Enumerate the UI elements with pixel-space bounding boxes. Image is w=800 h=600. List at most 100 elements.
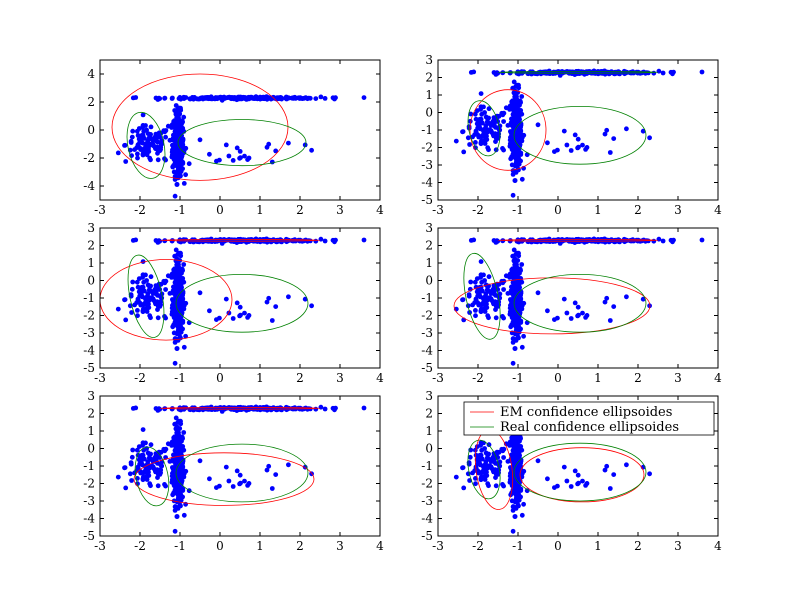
x-tick-label: 0	[554, 371, 562, 385]
data-point	[318, 404, 324, 410]
data-point	[174, 126, 180, 132]
data-point	[330, 405, 336, 411]
data-point	[465, 135, 471, 141]
data-point	[273, 472, 279, 477]
data-point	[155, 315, 161, 321]
data-point	[607, 150, 613, 155]
data-point	[234, 300, 240, 306]
data-point	[266, 141, 272, 147]
real-ellipse	[175, 443, 309, 503]
x-tick-label: 3	[336, 539, 344, 553]
data-point	[162, 448, 168, 454]
data-point	[486, 442, 492, 448]
data-point	[515, 258, 521, 263]
data-point	[273, 304, 279, 309]
data-point	[122, 143, 127, 148]
data-point	[181, 344, 187, 350]
data-point	[181, 262, 187, 267]
x-tick-label: -1	[174, 371, 186, 385]
data-point	[176, 105, 182, 111]
data-point	[322, 406, 328, 412]
data-point	[176, 250, 182, 256]
data-point	[478, 104, 484, 110]
data-point	[518, 447, 524, 452]
data-point	[292, 95, 298, 101]
subplot-6: -3 -2 -1 0 1 2 3 4 3 2 1 0 -1 -2 -3 -4 -5 EM confidence e…	[421, 389, 722, 553]
data-point	[270, 237, 275, 243]
data-point	[493, 483, 499, 489]
x-tick-label: 3	[336, 371, 344, 385]
data-point	[167, 137, 173, 143]
data-point	[699, 237, 705, 243]
data-point	[503, 105, 509, 111]
data-point	[478, 440, 484, 446]
y-tick-label: 1	[425, 424, 433, 438]
data-point	[158, 144, 164, 150]
data-point	[230, 316, 236, 321]
x-tick-label: 4	[376, 371, 384, 385]
y-tick-label: -3	[421, 158, 433, 172]
data-point	[269, 486, 275, 491]
data-point	[309, 303, 314, 309]
data-point	[512, 178, 518, 184]
y-tick-label: -1	[421, 123, 433, 137]
x-tick-label: 0	[554, 203, 562, 217]
data-point	[491, 283, 497, 288]
data-point	[330, 95, 336, 101]
data-point	[501, 119, 506, 124]
data-point	[624, 462, 629, 468]
x-tick-label: 2	[634, 539, 642, 553]
x-tick-label: -2	[472, 203, 484, 217]
data-point	[155, 150, 160, 156]
data-point	[505, 123, 511, 128]
data-point	[668, 69, 674, 75]
data-point	[478, 141, 484, 147]
data-point	[171, 301, 176, 306]
data-point	[491, 115, 497, 120]
data-point	[144, 295, 150, 300]
y-tick-label: -2	[421, 477, 433, 491]
data-point	[515, 163, 520, 169]
data-point	[516, 138, 521, 144]
data-point	[286, 462, 291, 468]
data-point	[207, 308, 212, 314]
data-point	[533, 239, 539, 245]
data-point	[148, 451, 154, 457]
data-point	[518, 111, 524, 116]
real-ellipse	[513, 442, 647, 502]
data-point	[473, 140, 478, 145]
data-point	[460, 129, 465, 135]
data-point	[174, 514, 180, 519]
data-point	[564, 142, 570, 148]
data-point	[144, 141, 150, 147]
data-point	[170, 238, 175, 243]
data-point	[535, 290, 541, 296]
data-point	[511, 285, 517, 291]
data-point	[221, 406, 226, 411]
data-point	[611, 136, 617, 142]
data-point	[478, 477, 484, 483]
data-point	[647, 135, 652, 141]
data-point	[660, 70, 666, 76]
x-tick-label: -3	[432, 539, 444, 553]
data-point	[496, 467, 502, 473]
data-point	[511, 117, 517, 123]
data-point	[510, 142, 516, 148]
data-point	[135, 308, 140, 313]
plot-area	[453, 68, 705, 198]
data-point	[242, 310, 247, 316]
data-point	[136, 444, 142, 449]
x-tick-label: -1	[174, 203, 186, 217]
data-point	[173, 247, 179, 253]
y-tick-label: 3	[87, 389, 95, 403]
data-point	[512, 346, 518, 351]
y-tick-label: -2	[421, 309, 433, 323]
data-point	[486, 147, 491, 153]
data-point	[612, 237, 618, 243]
data-point	[197, 290, 203, 296]
data-point	[172, 193, 178, 199]
data-point	[274, 95, 280, 101]
y-tick-label: -4	[421, 176, 433, 190]
data-point	[172, 174, 178, 179]
y-tick-label: -2	[83, 477, 95, 491]
